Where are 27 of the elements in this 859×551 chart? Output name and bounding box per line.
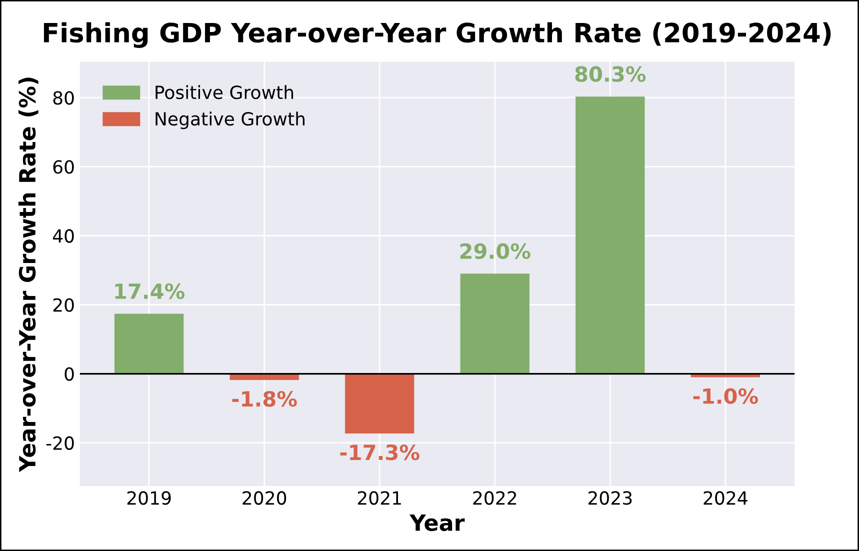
legend-label: Positive Growth [156,85,294,100]
data-label: -1.8% [232,390,297,407]
y-tick-label: 60 [53,160,74,174]
bar [114,314,184,374]
x-axis-title: Year [409,514,465,532]
y-tick-label: 40 [52,229,74,243]
bar [345,374,414,434]
y-tick-label: -20 [46,436,74,450]
data-label: -17.3% [340,444,420,460]
x-tick-label: 2019 [127,491,171,505]
data-label: -1.0% [693,388,758,404]
x-tick-label: 2020 [242,491,286,505]
y-axis-title: Year-over-Year Growth Rate (%) [18,78,38,472]
legend-label: Negative Growth [156,112,304,130]
y-tick-label: 80 [53,91,74,105]
x-tick-label: 2022 [473,491,516,505]
data-label: 17.4% [115,283,185,300]
x-tick-label: 2021 [358,491,401,505]
x-tick-label: 2023 [588,491,632,505]
x-tick-label: 2024 [704,491,748,505]
y-tick-label: 0 [64,367,74,381]
y-tick-label: 20 [53,298,74,312]
data-label: 29.0% [460,243,530,260]
bar [460,274,530,374]
chart-title: Fishing GDP Year-over-Year Growth Rate (2019-2024) [44,22,831,48]
bar [576,96,645,374]
data-label: 80.3% [575,66,646,82]
